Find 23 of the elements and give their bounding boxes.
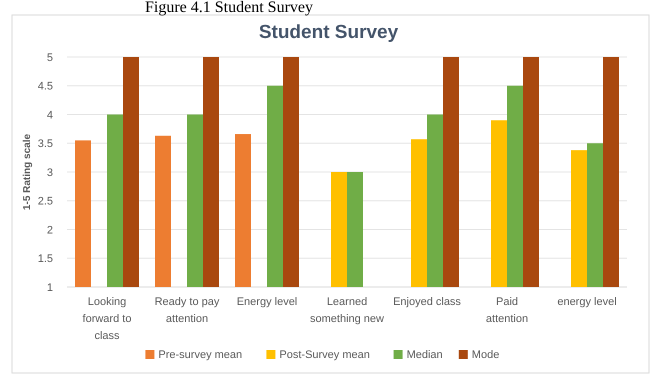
y-tick-label: 3 <box>46 166 53 179</box>
y-tick-label: 1 <box>46 282 53 294</box>
x-tick-label: Enjoyed class <box>393 296 462 308</box>
legend-label: Mode <box>472 349 500 361</box>
y-tick-label: 3.5 <box>38 138 53 150</box>
x-tick-label: Looking forward to class <box>82 296 132 342</box>
legend-label: Median <box>406 349 443 361</box>
legend-label: Post-Survey mean <box>279 349 370 361</box>
x-tick-label: Energy level <box>236 296 298 308</box>
x-tick-label: Learned something new <box>310 296 384 325</box>
y-tick-label: 5 <box>46 52 53 64</box>
x-tick-label: Paid attention <box>486 296 528 325</box>
caption: Figure 4.1 Student Survey <box>145 0 313 16</box>
x-tick-label: energy level <box>557 296 617 308</box>
y-tick-label: 4 <box>46 109 53 122</box>
legend-label: Pre-survey mean <box>158 349 242 361</box>
y-axis-title: 1-5 Rating scale <box>22 133 33 210</box>
y-tick-label: 2 <box>46 224 53 236</box>
x-tick-label: Ready to pay attention <box>154 296 220 325</box>
chart-title: Student Survey <box>258 22 399 43</box>
y-tick-label: 1.5 <box>38 253 53 266</box>
y-tick-label: 4.5 <box>38 80 53 93</box>
y-tick-label: 2.5 <box>38 196 53 208</box>
